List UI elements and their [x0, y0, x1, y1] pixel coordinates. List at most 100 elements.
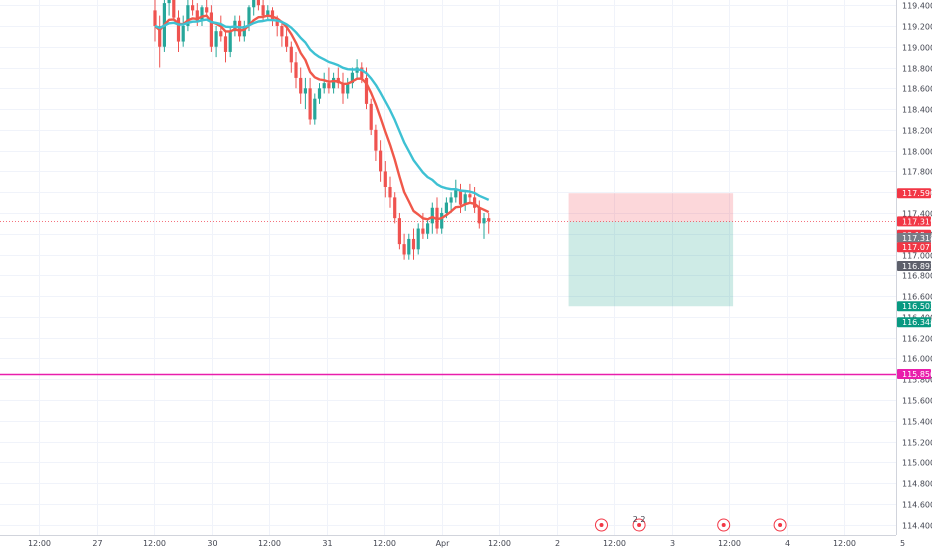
candle-body [191, 5, 195, 11]
candle-body [421, 228, 425, 234]
candle-body [200, 7, 204, 21]
candle [158, 15, 162, 68]
position-reward-zone[interactable] [568, 221, 734, 307]
time-axis[interactable]: 12:00 27 12:00 30 12:00 31 12:00 Apr 12:00 2 12:00… [0, 535, 905, 550]
event-markers[interactable]: 2 2 [595, 515, 787, 532]
candle [468, 183, 472, 203]
candle [303, 77, 307, 110]
price-tag-background [897, 260, 931, 271]
price-tag-background [897, 368, 931, 379]
time-tick-label: 12:00 [143, 539, 166, 548]
candle-body [299, 77, 303, 94]
candle [346, 77, 350, 99]
candle-body [402, 244, 406, 255]
price-tag-label: 115.850 [902, 370, 932, 379]
event-marker-icon[interactable]: 2 2 [632, 515, 646, 532]
price-tick-label: 115.000 [902, 459, 932, 468]
candle-body [383, 171, 387, 187]
candle-body [374, 129, 378, 151]
price-tag-horizontal-line: 115.850 [897, 368, 932, 379]
candle [374, 124, 378, 162]
candle [153, 0, 157, 42]
candle-body [294, 62, 298, 78]
candle [313, 93, 317, 125]
price-axis[interactable]: 119.400 119.200 119.000 118.800 118.600 118.4… [896, 0, 932, 550]
candle [379, 140, 383, 182]
time-tick-label: Apr [436, 539, 451, 548]
price-tag-label: 117.319 [902, 217, 932, 226]
candle [322, 72, 326, 94]
candle-body [223, 36, 228, 52]
price-tick-label: 119.000 [902, 44, 932, 53]
candle [383, 161, 387, 198]
price-tick-label: 117.000 [902, 252, 932, 261]
price-tag-target-2: 116.348 [897, 317, 932, 328]
candle [252, 0, 256, 16]
candle [280, 20, 284, 47]
candle [176, 10, 181, 52]
event-marker-label: 2 2 [633, 515, 646, 524]
candle [181, 15, 185, 47]
candle [449, 192, 453, 213]
price-tick-label: 115.600 [902, 397, 932, 406]
price-tick-label: 114.400 [902, 522, 932, 531]
candle-body [327, 83, 331, 89]
candle-body [266, 10, 270, 16]
candle [167, 0, 171, 16]
candle-body [411, 238, 416, 250]
short-position-tool[interactable] [0, 193, 896, 307]
price-tag-background [897, 216, 931, 227]
price-tag-label: 116.892 [902, 262, 932, 271]
candle-body [416, 228, 420, 250]
candle [214, 25, 218, 58]
candle [256, 0, 260, 11]
candle [407, 233, 411, 260]
candle-body [346, 83, 350, 94]
position-risk-zone[interactable] [568, 193, 734, 222]
moving-average-lines [154, 14, 490, 221]
price-tick-label: 119.200 [902, 23, 932, 32]
price-tick-label: 114.800 [902, 480, 932, 489]
time-tick-label: 4 [785, 539, 790, 548]
candle-body [153, 10, 157, 26]
candle [477, 200, 481, 229]
candle-body [454, 190, 458, 198]
time-tick-label: 30 [207, 539, 217, 548]
event-marker-dot [637, 523, 642, 527]
candle [482, 212, 486, 239]
candle-body [487, 218, 491, 222]
candle [411, 228, 416, 260]
candle-body [181, 25, 185, 42]
price-axis-background [896, 0, 932, 550]
candle [186, 0, 190, 32]
candle-body [444, 202, 448, 213]
candle-body [482, 218, 486, 224]
candle [369, 98, 373, 136]
candle-body [317, 88, 322, 99]
price-tick-label: 116.200 [902, 335, 932, 344]
candle [473, 186, 477, 213]
event-marker-icon[interactable] [595, 518, 608, 532]
candle [285, 25, 289, 52]
price-tick-label: 114.600 [902, 501, 932, 510]
event-marker-icon[interactable] [773, 518, 787, 532]
price-tick-label: 119.400 [902, 2, 932, 11]
candle [402, 233, 406, 260]
candle-body [158, 25, 162, 47]
candle-body [214, 31, 218, 47]
candle-body [393, 197, 397, 219]
price-tag-background [897, 301, 931, 312]
event-marker-icon[interactable] [717, 518, 731, 532]
candle-body [468, 194, 472, 198]
price-tag-entry-level: 117.319 [897, 216, 932, 227]
price-tag-background [897, 232, 931, 243]
candle-body [397, 218, 401, 245]
candle-body [176, 17, 181, 42]
price-tick-label: 116.000 [902, 355, 932, 364]
candle [289, 41, 293, 73]
candle-body [252, 0, 256, 8]
price-tag-ema-fast: 117.071 [897, 242, 932, 253]
candle-body [360, 67, 364, 78]
candle-body [440, 212, 444, 229]
